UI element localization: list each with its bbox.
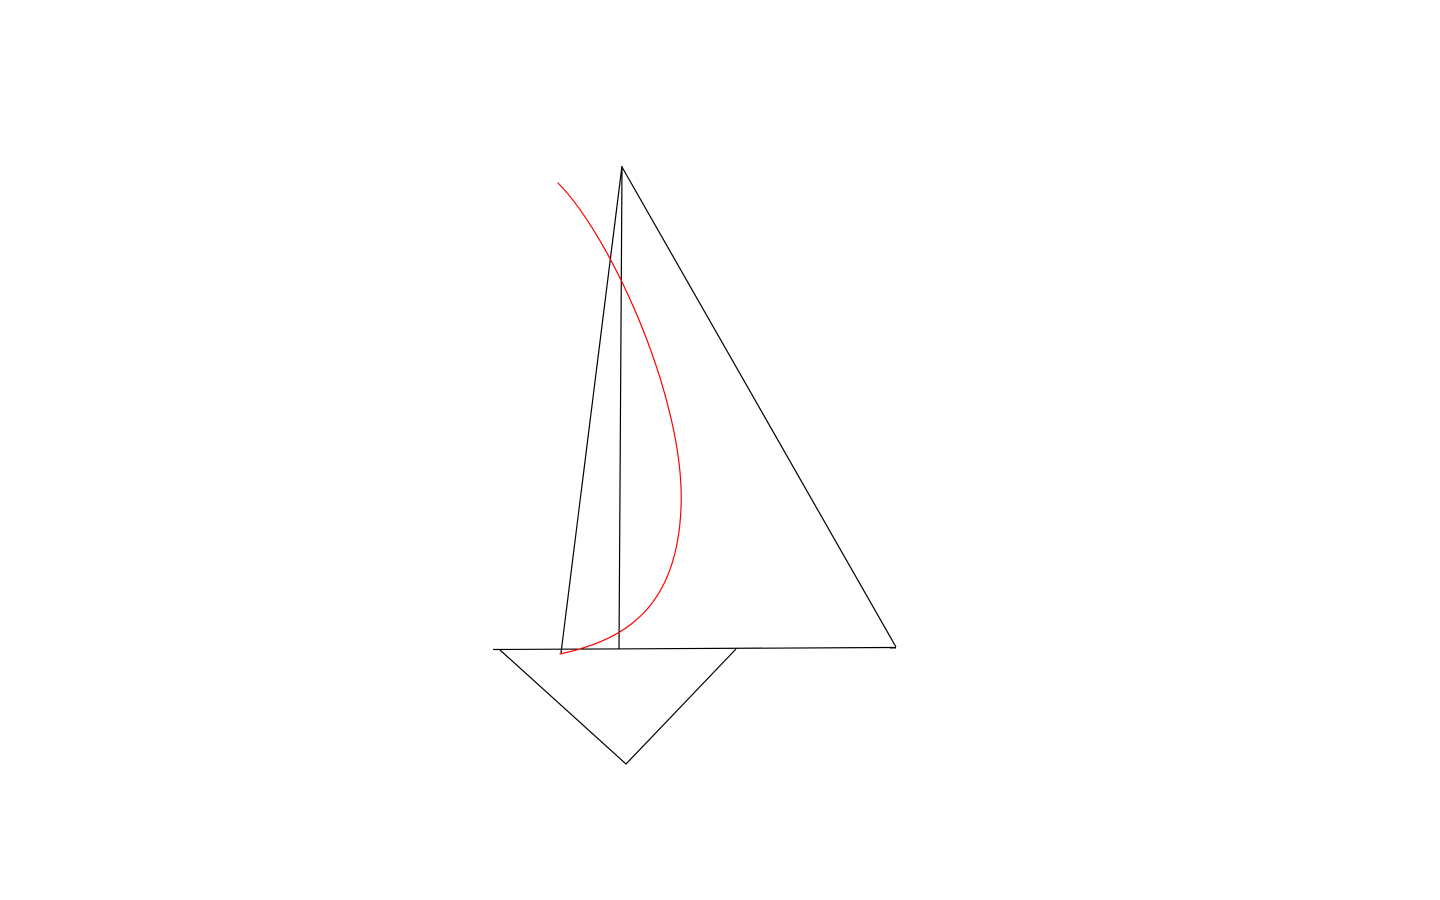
hull-outline <box>499 648 737 765</box>
mast-line <box>618 165 623 650</box>
jib-leading-edge <box>560 165 623 654</box>
mainsail-leech <box>621 166 897 648</box>
sailboat-drawing <box>492 165 897 765</box>
deck-line <box>492 646 897 651</box>
red-curve <box>557 182 682 655</box>
